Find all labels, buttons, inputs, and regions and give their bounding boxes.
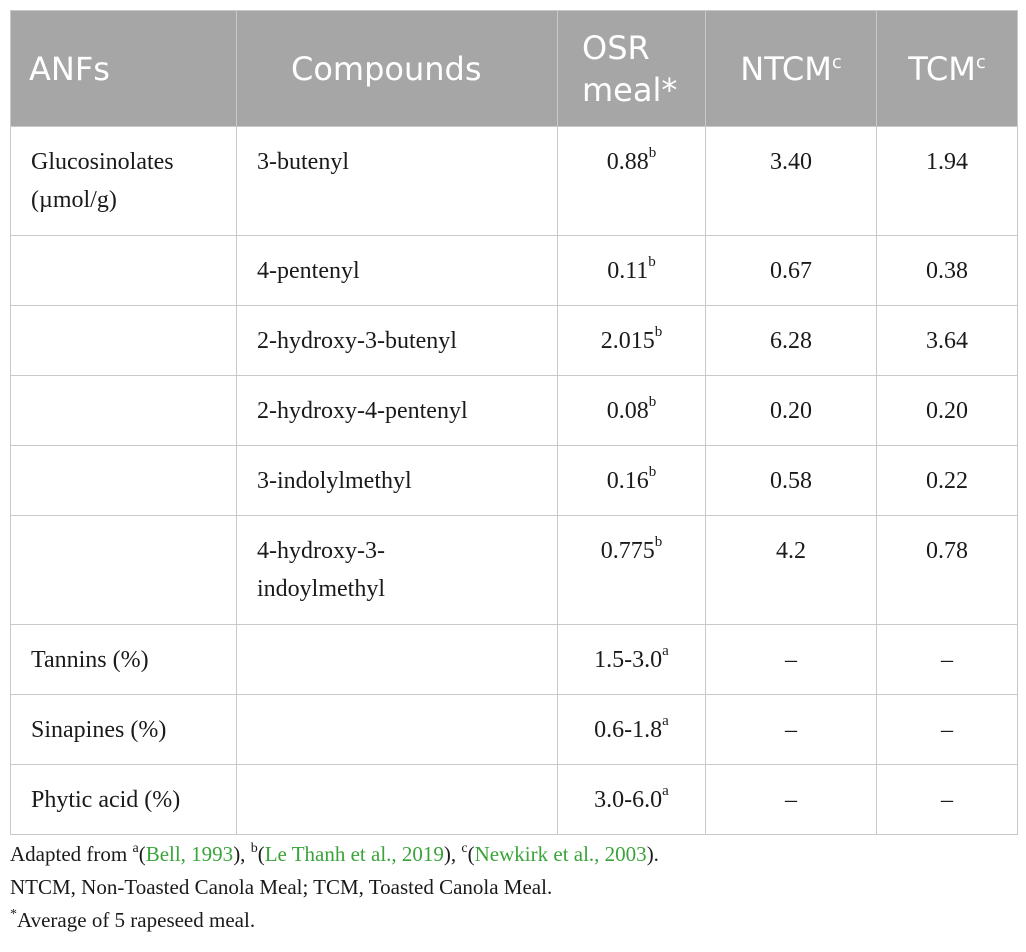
table-row: Tannins (%) 1.5-3.0a – –: [10, 624, 1018, 695]
ntcm-cell: 0.20: [705, 375, 877, 446]
ntcm-cell: –: [705, 764, 877, 835]
table-row: 2-hydroxy-3-butenyl 2.015b 6.28 3.64: [10, 305, 1018, 376]
citation-link-le-thanh[interactable]: Le Thanh et al., 2019: [264, 842, 444, 866]
header-osr-meal: OSR meal*: [557, 10, 706, 127]
anf-cell: [10, 515, 237, 625]
anf-cell: [10, 235, 237, 306]
compound-cell: 3-indolylmethyl: [236, 445, 558, 516]
header-anfs: ANFs: [10, 10, 237, 127]
compound-cell: 4-pentenyl: [236, 235, 558, 306]
table-footnotes: Adapted from a(Bell, 1993), b(Le Thanh e…: [10, 838, 1016, 937]
table-row: Phytic acid (%) 3.0-6.0a – –: [10, 764, 1018, 835]
anf-cell: [10, 445, 237, 516]
header-ntcm-sup: c: [831, 51, 842, 73]
tcm-cell: 0.20: [876, 375, 1018, 446]
osr-cell: 1.5-3.0a: [557, 624, 706, 695]
tcm-cell: 3.64: [876, 305, 1018, 376]
anf-cell: [10, 305, 237, 376]
compound-cell: 2-hydroxy-4-pentenyl: [236, 375, 558, 446]
header-row: ANFs Compounds OSR meal* NTCMc TCMc: [10, 10, 1018, 127]
compound-cell: [236, 764, 558, 835]
table-row: 2-hydroxy-4-pentenyl 0.08b 0.20 0.20: [10, 375, 1018, 446]
star-note: *Average of 5 rapeseed meal.: [10, 907, 256, 933]
ntcm-cell: 0.58: [705, 445, 877, 516]
table-row: Glucosinolates (µmol/g) 3-butenyl 0.88b …: [10, 126, 1018, 236]
osr-cell: 0.08b: [557, 375, 706, 446]
anf-cell: [10, 375, 237, 446]
compound-cell: 4-hydroxy-3-indoylmethyl: [236, 515, 558, 625]
ntcm-cell: –: [705, 694, 877, 765]
osr-cell: 0.88b: [557, 126, 706, 236]
header-compounds: Compounds: [236, 10, 558, 127]
tcm-cell: –: [876, 624, 1018, 695]
tcm-cell: 0.22: [876, 445, 1018, 516]
ntcm-cell: 6.28: [705, 305, 877, 376]
table-row: 3-indolylmethyl 0.16b 0.58 0.22: [10, 445, 1018, 516]
anf-table: ANFs Compounds OSR meal* NTCMc TCMc Gluc…: [10, 10, 1018, 835]
tcm-cell: –: [876, 694, 1018, 765]
citation-link-bell[interactable]: Bell, 1993: [145, 842, 234, 866]
ntcm-cell: 0.67: [705, 235, 877, 306]
source-note: Adapted from a(Bell, 1993), b(Le Thanh e…: [10, 841, 659, 867]
osr-cell: 0.11b: [557, 235, 706, 306]
tcm-cell: 1.94: [876, 126, 1018, 236]
compound-cell: [236, 694, 558, 765]
compound-cell: 3-butenyl: [236, 126, 558, 236]
citation-link-newkirk[interactable]: Newkirk et al., 2003: [474, 842, 647, 866]
table-row: 4-hydroxy-3-indoylmethyl 0.775b 4.2 0.78: [10, 515, 1018, 625]
abbreviation-note: NTCM, Non-Toasted Canola Meal; TCM, Toas…: [10, 875, 553, 899]
osr-cell: 0.6-1.8a: [557, 694, 706, 765]
tcm-cell: 0.38: [876, 235, 1018, 306]
compound-cell: [236, 624, 558, 695]
osr-cell: 2.015b: [557, 305, 706, 376]
table-row: Sinapines (%) 0.6-1.8a – –: [10, 694, 1018, 765]
anf-cell: Sinapines (%): [10, 694, 237, 765]
anf-cell: Phytic acid (%): [10, 764, 237, 835]
ntcm-cell: 4.2: [705, 515, 877, 625]
ntcm-cell: –: [705, 624, 877, 695]
ntcm-cell: 3.40: [705, 126, 877, 236]
anf-cell: Glucosinolates (µmol/g): [10, 126, 237, 236]
table-row: 4-pentenyl 0.11b 0.67 0.38: [10, 235, 1018, 306]
header-tcm-sup: c: [975, 51, 986, 73]
osr-cell: 0.775b: [557, 515, 706, 625]
tcm-cell: –: [876, 764, 1018, 835]
tcm-cell: 0.78: [876, 515, 1018, 625]
anf-cell: Tannins (%): [10, 624, 237, 695]
osr-cell: 0.16b: [557, 445, 706, 516]
header-ntcm: NTCMc: [705, 10, 877, 127]
header-tcm: TCMc: [876, 10, 1018, 127]
compound-cell: 2-hydroxy-3-butenyl: [236, 305, 558, 376]
osr-cell: 3.0-6.0a: [557, 764, 706, 835]
